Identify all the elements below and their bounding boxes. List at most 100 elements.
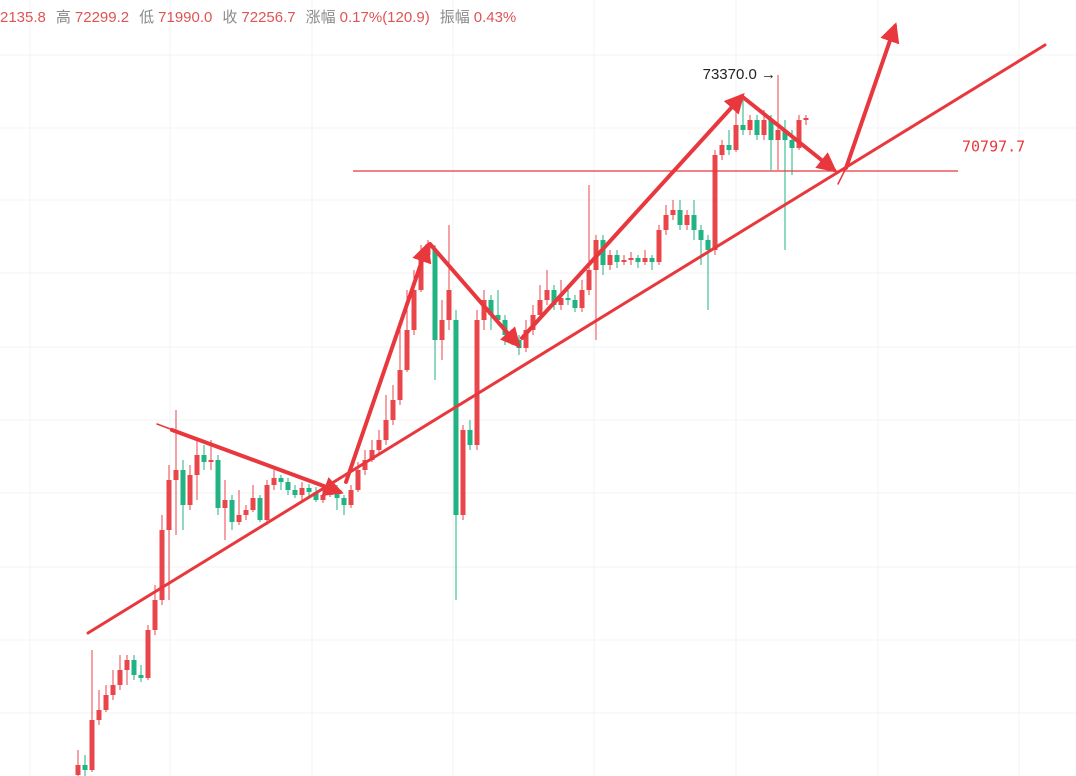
candle-body (467, 429, 473, 445)
candle-body (194, 454, 200, 475)
trend-line (86, 43, 1047, 635)
candle-body (754, 119, 760, 135)
candle-body (418, 254, 424, 290)
candle-body (404, 329, 410, 370)
candle-body (768, 119, 774, 140)
candle-body (96, 709, 102, 720)
candle-body (180, 469, 186, 505)
candle-body (733, 124, 739, 150)
candle-body (369, 449, 375, 460)
candle-body (586, 269, 592, 290)
candle-body (628, 257, 634, 260)
candle-body (285, 482, 291, 490)
candle-body (397, 369, 403, 400)
candle-body (740, 124, 746, 130)
candle-body (271, 477, 277, 485)
header-label: 高 (56, 9, 71, 26)
arrow (742, 96, 838, 173)
header-label: 收 (222, 9, 237, 26)
candles (75, 74, 809, 776)
candle-body (299, 487, 305, 495)
candle-body (264, 484, 270, 520)
candle-body (649, 257, 655, 263)
header-value: 0.43% (474, 9, 517, 26)
candle-body (600, 239, 606, 265)
candle-body (656, 229, 662, 263)
candle-body (145, 629, 151, 678)
candle-body (558, 297, 564, 305)
candle-body (362, 459, 368, 470)
header-label: 低 (139, 9, 154, 26)
trend-line (837, 165, 848, 185)
candle-body (390, 399, 396, 420)
candle-body (124, 659, 130, 670)
candle-body (607, 254, 613, 265)
candle-body (82, 764, 88, 770)
candle-body (684, 214, 690, 225)
candle-body (75, 764, 81, 775)
candle-body (313, 492, 319, 500)
candle-body (341, 497, 347, 505)
candle-body (103, 694, 109, 710)
candle-body (621, 259, 627, 263)
candle-body (159, 529, 165, 600)
candle-body (803, 117, 809, 120)
arrow (428, 242, 521, 349)
candle-body (453, 319, 459, 515)
candle-body (173, 469, 179, 480)
arrow (844, 22, 900, 170)
arrow (520, 93, 745, 340)
candle-body (670, 209, 676, 215)
candle-body (572, 299, 578, 308)
arrow (170, 428, 344, 496)
candle-body (208, 459, 214, 463)
candle-body (89, 719, 95, 770)
candle-body (719, 144, 725, 155)
candle-body (761, 119, 767, 135)
high-marker-label: 73370.0 → (703, 66, 776, 83)
candle-body (138, 674, 144, 678)
candle-body (222, 499, 228, 508)
candle-body (663, 214, 669, 230)
header-label: 涨幅 (306, 9, 336, 26)
candle-body (642, 257, 648, 263)
candle-body (215, 459, 221, 508)
candle-body (551, 289, 557, 305)
candle-body (383, 419, 389, 440)
candle-body (110, 684, 116, 695)
candle-body (439, 319, 445, 340)
candle-body (747, 119, 753, 130)
candle-body (152, 599, 158, 630)
candle-body (278, 477, 284, 483)
candle-body (355, 469, 361, 490)
price-line-label: 70797.7 (962, 137, 1025, 155)
candle-body (243, 509, 249, 515)
candle-body (187, 474, 193, 505)
candle-body (789, 139, 795, 148)
candle-body (495, 314, 501, 320)
header-value: 2135.8 (0, 9, 46, 26)
candle-body (166, 479, 172, 530)
candle-body (775, 129, 781, 140)
candle-body (565, 297, 571, 300)
header-value: 72299.2 (75, 9, 129, 26)
candle-body (726, 144, 732, 150)
arrow (344, 242, 432, 484)
candle-body (474, 319, 480, 445)
candle-body (523, 329, 529, 348)
header-value: 71990.0 (158, 9, 212, 26)
candle-body (236, 514, 242, 523)
candle-body (411, 289, 417, 330)
candle-body (306, 487, 312, 493)
candle-body (376, 439, 382, 450)
candle-body (635, 257, 641, 263)
candle-body (530, 314, 536, 330)
candle-body (250, 497, 256, 510)
header-value: 0.17%(120.9) (340, 9, 430, 26)
candle-body (229, 499, 235, 523)
candle-body (796, 119, 802, 148)
candle-body (614, 254, 620, 263)
candle-body (705, 239, 711, 250)
candle-body (782, 129, 788, 140)
